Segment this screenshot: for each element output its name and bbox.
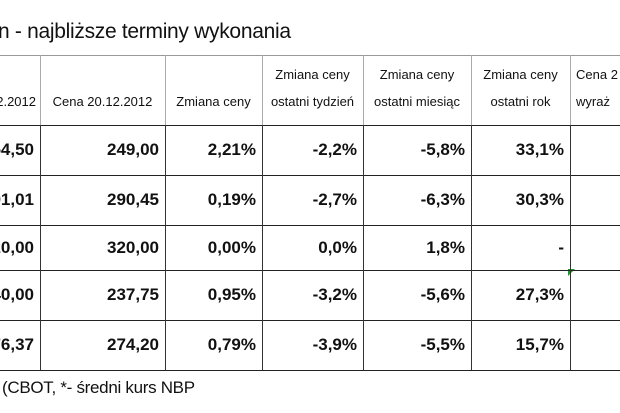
data-cell: 249,00 — [107, 140, 159, 159]
data-cell: -6,3% — [420, 190, 465, 209]
data-cell: 30,3% — [515, 190, 564, 209]
grid-line — [0, 370, 620, 371]
header-text: ostatni rok — [490, 94, 551, 109]
grid-line — [570, 125, 571, 370]
header-cell: Cena 20.12.2012 — [40, 55, 165, 125]
header-text: ostatni miesiąc — [374, 94, 460, 109]
data-cell: 54,50 — [0, 140, 34, 159]
data-cell: 0,00% — [207, 237, 256, 257]
data-cell: 40,00 — [0, 285, 34, 304]
grid-line — [0, 320, 620, 321]
data-cell: -5,6% — [420, 285, 465, 304]
data-cell: 0,95% — [207, 285, 256, 304]
footer-note: (CBOT, *- średni kurs NBP — [2, 378, 195, 397]
header-cell: Zmiana ceny ostatni rok — [471, 55, 570, 125]
header-text: Zmiana ceny — [176, 94, 251, 109]
data-cell: 0,0% — [318, 237, 357, 257]
grid-line — [262, 125, 263, 370]
grid-line — [363, 125, 364, 370]
header-text: Zmiana ceny — [483, 67, 558, 82]
header-text: ostatni tydzień — [270, 94, 355, 109]
header-cell: Cena 2 wyraż — [570, 55, 620, 125]
data-cell: 0,19% — [207, 190, 256, 209]
data-cell: -3,2% — [312, 285, 357, 304]
data-cell: 20,00 — [0, 237, 34, 257]
data-cell: 1,8% — [426, 237, 465, 257]
data-cell: 0,79% — [207, 335, 256, 354]
grid-line — [0, 125, 620, 126]
grid-line — [165, 55, 166, 125]
grid-line — [363, 55, 364, 125]
data-cell: 320,00 — [107, 237, 159, 257]
data-cell: 15,7% — [515, 335, 564, 354]
grid-line — [570, 55, 571, 125]
grid-line — [0, 55, 620, 56]
data-cell: - — [558, 237, 564, 257]
grid-line — [165, 125, 166, 370]
header-cell: 2.2012 — [0, 55, 40, 125]
grid-line — [0, 175, 620, 176]
data-cell: 237,75 — [107, 285, 159, 304]
data-cell: 274,20 — [107, 335, 159, 354]
data-cell: 76,37 — [0, 335, 34, 354]
grid-line — [0, 225, 620, 226]
grid-line — [40, 125, 41, 370]
data-cell: 33,1% — [515, 140, 564, 159]
data-cell: -5,5% — [420, 335, 465, 354]
header-cell: Zmiana ceny — [165, 55, 262, 125]
grid-line — [40, 55, 41, 125]
header-text: Zmiana ceny — [379, 67, 455, 82]
grid-line — [471, 55, 472, 125]
header-text: Zmiana ceny — [275, 67, 350, 82]
header-text: 2.2012 — [0, 94, 36, 109]
data-cell: 91,01 — [0, 190, 34, 209]
grid-line — [262, 55, 263, 125]
header-text: wyraż — [576, 94, 610, 109]
grid-line — [471, 125, 472, 370]
grid-line — [0, 270, 620, 271]
data-cell: -2,2% — [312, 140, 357, 159]
header-cell: Zmiana ceny ostatni miesiąc — [363, 55, 471, 125]
header-text: Cena 2 — [576, 67, 618, 82]
data-cell: 27,3% — [515, 285, 564, 304]
header-text: Cena 20.12.2012 — [52, 94, 153, 109]
header-cell: Zmiana ceny ostatni tydzień — [262, 55, 363, 125]
data-cell: -3,9% — [312, 335, 357, 354]
data-cell: 2,21% — [207, 140, 256, 159]
data-cell: 290,45 — [107, 190, 159, 209]
sheet-title: n - najbliższe terminy wykonania — [0, 20, 291, 43]
data-cell: -2,7% — [312, 190, 357, 209]
data-cell: -5,8% — [420, 140, 465, 159]
